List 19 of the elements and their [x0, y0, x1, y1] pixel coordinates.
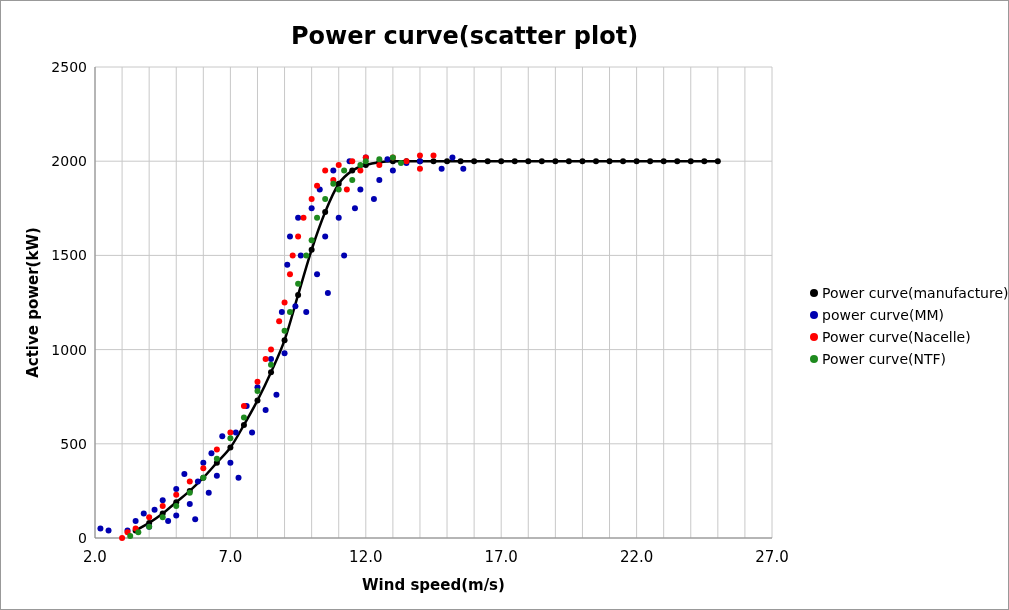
- chart-title: Power curve(scatter plot): [290, 22, 639, 50]
- x-tick-label: 12.0: [349, 548, 383, 566]
- legend-label: Power curve(NTF): [822, 351, 947, 367]
- y-tick-label: 500: [60, 435, 87, 452]
- y-tick-label: 2000: [51, 153, 87, 170]
- y-tick-label: 0: [78, 530, 87, 546]
- x-tick-label: 2.0: [83, 548, 107, 566]
- x-tick-label: 27.0: [755, 548, 789, 566]
- y-tick-label: 1500: [51, 247, 87, 264]
- legend-label: power curve(MM): [822, 307, 945, 323]
- x-tick-label: 17.0: [484, 548, 518, 566]
- x-tick-label: 22.0: [619, 548, 654, 566]
- legend-label: Power curve(manufacture): [822, 285, 1009, 301]
- legend-label: Power curve(Nacelle): [822, 329, 971, 345]
- x-axis-title: Wind speed(m/s): [362, 576, 505, 594]
- y-tick-label: 2500: [51, 59, 87, 75]
- y-axis-title: Active power(kW): [24, 227, 42, 378]
- y-tick-label: 1000: [51, 341, 87, 358]
- x-tick-label: 7.0: [218, 548, 243, 566]
